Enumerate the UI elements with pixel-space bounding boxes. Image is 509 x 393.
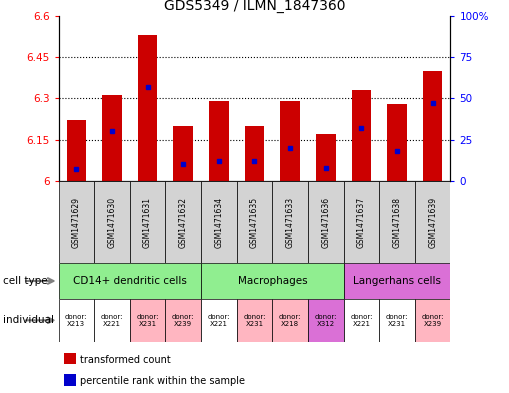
Bar [59,181,94,263]
Text: GSM1471629: GSM1471629 [72,196,81,248]
Bar [201,299,237,342]
Text: GSM1471637: GSM1471637 [357,196,366,248]
Bar [237,181,272,263]
Bar [201,181,237,263]
Bar [379,299,415,342]
Text: percentile rank within the sample: percentile rank within the sample [80,376,245,386]
Bar [423,71,442,181]
Text: donor:
X218: donor: X218 [279,314,301,327]
Text: GSM1471635: GSM1471635 [250,196,259,248]
Text: GSM1471633: GSM1471633 [286,196,295,248]
Text: donor:
X239: donor: X239 [172,314,194,327]
Bar [59,299,94,342]
Bar [379,181,415,263]
Bar [165,181,201,263]
Text: GSM1471638: GSM1471638 [392,196,402,248]
Text: donor:
X239: donor: X239 [421,314,444,327]
Bar [201,263,344,299]
Bar [67,120,86,181]
Text: GSM1471630: GSM1471630 [107,196,117,248]
Bar [387,104,407,181]
Bar [308,299,344,342]
Text: donor:
X213: donor: X213 [65,314,88,327]
Bar [138,35,157,181]
Text: donor:
X221: donor: X221 [350,314,373,327]
Bar [102,95,122,181]
Text: donor:
X231: donor: X231 [243,314,266,327]
Bar [344,263,450,299]
Bar [237,299,272,342]
Text: donor:
X221: donor: X221 [101,314,123,327]
Text: donor:
X231: donor: X231 [386,314,408,327]
Bar [272,299,308,342]
Text: GSM1471632: GSM1471632 [179,196,188,248]
Text: GSM1471631: GSM1471631 [143,196,152,248]
Title: GDS5349 / ILMN_1847360: GDS5349 / ILMN_1847360 [164,0,345,13]
Text: Macrophages: Macrophages [238,276,307,286]
Bar [130,181,165,263]
Text: donor:
X221: donor: X221 [208,314,230,327]
Bar [344,299,379,342]
Bar [415,299,450,342]
Bar [280,101,300,181]
Bar [308,181,344,263]
Bar [94,181,130,263]
Text: individual: individual [3,315,53,325]
Bar [59,263,201,299]
Bar [352,90,371,181]
Text: GSM1471636: GSM1471636 [321,196,330,248]
Bar [272,181,308,263]
Bar [174,126,193,181]
Text: GSM1471639: GSM1471639 [428,196,437,248]
Text: Langerhans cells: Langerhans cells [353,276,441,286]
Text: cell type: cell type [3,276,47,286]
Bar [209,101,229,181]
Bar [94,299,130,342]
Bar [245,126,264,181]
Text: CD14+ dendritic cells: CD14+ dendritic cells [73,276,187,286]
Bar [130,299,165,342]
Text: transformed count: transformed count [80,354,171,365]
Text: donor:
X312: donor: X312 [315,314,337,327]
Bar [316,134,335,181]
Bar [165,299,201,342]
Text: GSM1471634: GSM1471634 [214,196,223,248]
Bar [344,181,379,263]
Bar [415,181,450,263]
Text: donor:
X231: donor: X231 [136,314,159,327]
